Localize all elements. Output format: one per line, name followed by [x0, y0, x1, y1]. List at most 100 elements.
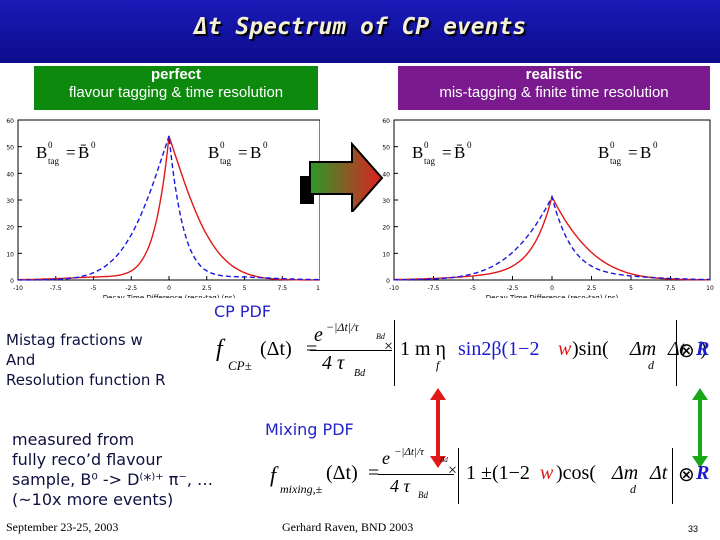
cp-formula: f CP± (Δt) = e −|Δt|/τ Bd 4 τ Bd × 1 m η…	[212, 318, 712, 398]
label-btag-bbar-rhs-sup: 0	[91, 140, 96, 150]
cp-bar-left	[394, 320, 395, 386]
blue-dashed-curve	[394, 194, 711, 281]
x-tick-label: -10	[389, 285, 399, 292]
x-tick-label: 10	[316, 285, 320, 292]
mix-eq: =	[368, 462, 380, 484]
mixing-formula: f mixing,± (Δt) = e −|Δt|/τ Bd 4 τ Bd × …	[268, 446, 714, 514]
label-btag-bbar-sup: 0	[48, 140, 53, 150]
cp-den-sub: Bd	[354, 368, 366, 379]
x-tick-label: -7.5	[50, 285, 62, 292]
cp-num-sup: −|Δt|/τ	[326, 320, 359, 334]
x-tick-label: -10	[13, 285, 23, 292]
mix-num-sup-sub: Bd	[440, 456, 448, 464]
y-tick-label: 20	[382, 225, 390, 232]
y-tick-label: 10	[382, 251, 390, 258]
mix-arg: (Δt)	[326, 462, 358, 484]
perfect-box: perfect flavour tagging & time resolutio…	[34, 66, 318, 110]
perfect-subtitle: flavour tagging & time resolution	[68, 84, 284, 101]
cp-eq: =	[306, 338, 318, 360]
mix-den: 4 τ	[390, 476, 410, 496]
cp-dm: Δm	[630, 338, 657, 360]
footer-author: Gerhard Raven, BND 2003	[282, 520, 414, 534]
cp-bar-right	[676, 320, 677, 386]
label-btag-bbar-rhs: B̄	[78, 143, 89, 162]
label-btag-bbar-eq: =	[442, 143, 452, 162]
y-tick-label: 40	[6, 171, 14, 178]
realistic-box: realistic mis-tagging & finite time reso…	[398, 66, 710, 110]
label-btag-b-sub: tag	[610, 156, 621, 166]
cp-body: 1 m η	[400, 338, 447, 360]
y-tick-label: 50	[382, 145, 390, 152]
title-bar: Δt Spectrum of CP events	[0, 0, 720, 63]
measured-line-3: sample, B⁰ -> D⁽*⁾⁺ π⁻, …	[12, 470, 214, 489]
realistic-plot-svg: 0 10 20 30 40 50 60 -10 -7.5 -5 -2.5 0 2.5 5 7.5 10 Deca…	[382, 118, 714, 298]
label-btag-b-sup: 0	[610, 140, 615, 150]
y-tick-label: 60	[6, 118, 14, 125]
perfect-plot: 0 10 20 30 40 50 60 -10 -7.5 -5 -2.5 0 2.5 5 7.5 10 Deca…	[2, 112, 320, 298]
mix-body: 1 ±(1−2	[466, 462, 530, 484]
label-btag-b-sup: 0	[220, 140, 225, 150]
label-btag-b-rhs-sup: 0	[653, 140, 658, 150]
page-number: 33	[688, 524, 699, 534]
realistic-plot: 0 10 20 30 40 50 60 -10 -7.5 -5 -2.5 0 2.5 5 7.5 10 Deca…	[380, 112, 720, 298]
x-tick-label: 10	[706, 285, 714, 292]
x-tick-label: 0	[167, 285, 171, 292]
x-tick-label: 2.5	[202, 285, 212, 292]
cp-sin-tail: )sin(	[572, 338, 609, 360]
green-double-arrow-icon	[692, 388, 708, 468]
green-red-arrow	[300, 141, 384, 216]
x-tick-label: -2.5	[125, 285, 137, 292]
label-btag-bbar-sub: tag	[424, 156, 435, 166]
label-btag-b-rhs: B	[640, 143, 651, 162]
arrow-icon	[300, 141, 384, 215]
label-btag-bbar-rhs: B̄	[454, 143, 465, 162]
mix-R: R	[696, 462, 710, 484]
label-btag-b-eq: =	[238, 143, 248, 162]
measured-line-4: (~10x more events)	[12, 490, 174, 509]
measured-line-2: fully reco’d flavour	[12, 450, 163, 469]
mistag-line-2: And	[6, 351, 36, 369]
cp-pdf-label: CP PDF	[214, 302, 272, 321]
label-btag-b-rhs: B	[250, 143, 261, 162]
plot-frame	[393, 119, 711, 281]
cp-den: 4 τ	[322, 352, 345, 374]
y-tick-label: 50	[6, 145, 14, 152]
cp-f: f	[216, 336, 223, 362]
mix-f-sub: mixing,±	[280, 482, 323, 496]
red-double-arrow-icon	[430, 388, 446, 468]
mix-times: ×	[448, 462, 458, 479]
mix-dm-sub: d	[630, 482, 636, 496]
cp-arg: (Δt)	[260, 338, 292, 360]
mistag-line-1: Mistag fractions w	[6, 331, 143, 349]
label-btag-b-eq: =	[628, 143, 638, 162]
cp-conv: ⊗	[678, 340, 695, 362]
blue-dashed-curve	[18, 135, 320, 281]
cp-w: w	[558, 338, 572, 360]
cp-body-sub: f	[436, 358, 440, 372]
y-tick-label: 30	[382, 198, 390, 205]
mix-f: f	[270, 462, 277, 487]
cp-dm-sub: d	[648, 358, 654, 372]
x-tick-label: 5	[243, 285, 247, 292]
x-tick-label: 2.5	[587, 285, 597, 292]
cp-sin-term: sin2β(1−2	[458, 338, 540, 360]
mix-dt: Δt	[650, 462, 668, 484]
realistic-subtitle: mis-tagging & finite time resolution	[439, 84, 669, 101]
mix-num: e	[382, 448, 390, 468]
label-btag-b-lhs: B	[208, 143, 219, 162]
cp-close: )	[700, 338, 707, 360]
cp-fraction-bar	[310, 350, 392, 351]
x-axis-title: Decay Time Difference (reco-tag) (ps)	[103, 294, 236, 298]
mix-w: w	[540, 462, 554, 484]
label-btag-bbar-lhs: B	[36, 143, 47, 162]
x-axis-title: Decay Time Difference (reco-tag) (ps)	[486, 294, 619, 298]
label-btag-bbar-sup: 0	[424, 140, 429, 150]
label-btag-b-lhs: B	[598, 143, 609, 162]
label-btag-b-rhs-sup: 0	[263, 140, 268, 150]
cp-R: R	[696, 338, 710, 360]
mix-bar-right	[672, 448, 673, 504]
y-tick-label: 20	[6, 225, 14, 232]
